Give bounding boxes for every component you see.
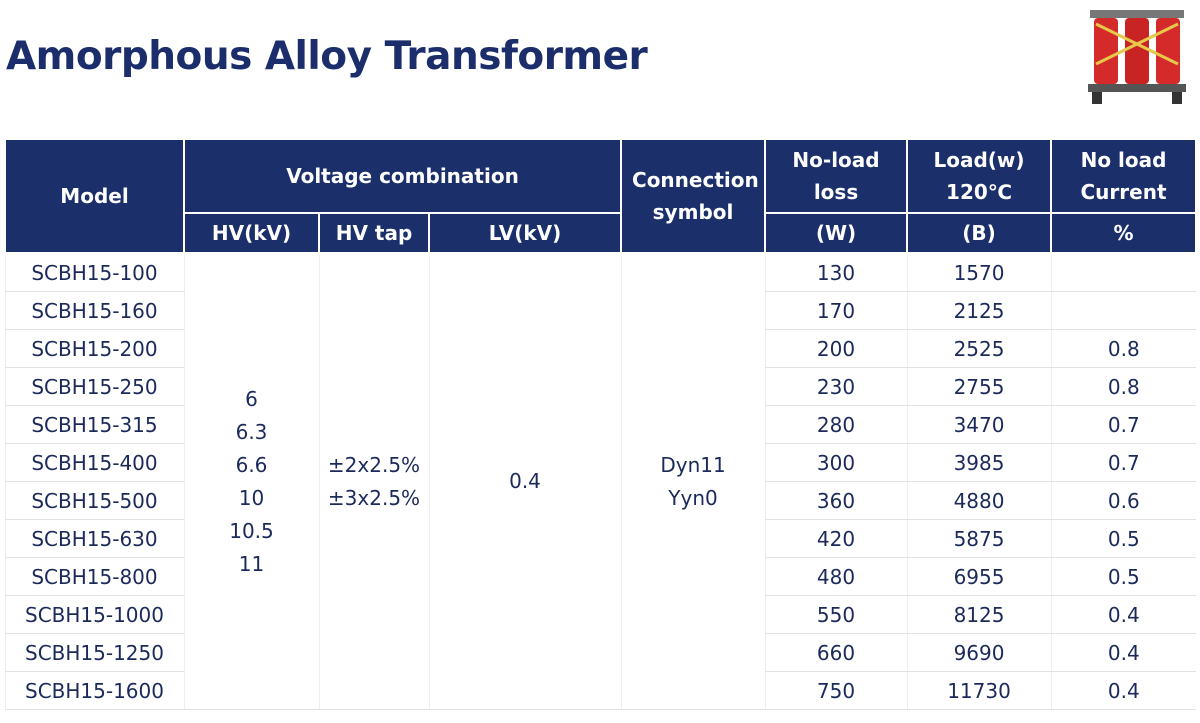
cell-line: ±2x2.5% <box>327 452 421 477</box>
table-row: SCBH15-400 300 3985 0.7 <box>4 443 1197 482</box>
cell: 8125 <box>906 595 1052 634</box>
merged-cell: ±2x2.5% ±3x2.5% <box>318 253 429 710</box>
header-cell: Load(w) 120℃ <box>906 138 1053 214</box>
table-row: SCBH15-160 170 2125 <box>4 291 1197 330</box>
cell: 750 <box>764 671 908 710</box>
cell: SCBH15-400 <box>4 443 184 482</box>
cell <box>1050 291 1197 330</box>
cell: 230 <box>764 367 908 406</box>
cell: 11730 <box>906 671 1052 710</box>
cell: 660 <box>764 633 908 672</box>
table-row: SCBH15-500 360 4880 0.6 <box>4 481 1197 520</box>
cell: 2125 <box>906 291 1052 330</box>
cell: 1570 <box>906 253 1052 292</box>
cell: 2525 <box>906 329 1052 368</box>
header-cell: Connection symbol <box>620 138 767 254</box>
table-row: SCBH15-200 200 2525 0.8 <box>4 329 1197 368</box>
cell: 0.7 <box>1050 405 1197 444</box>
header-cell: HV(kV) <box>183 212 320 254</box>
cell-line: ±3x2.5% <box>327 485 421 510</box>
cell-line: Dyn11 <box>660 452 726 477</box>
cell: 0.4 <box>1050 595 1197 634</box>
cell: SCBH15-630 <box>4 519 184 558</box>
cell: SCBH15-1000 <box>4 595 184 634</box>
cell <box>1050 253 1197 292</box>
cell: 550 <box>764 595 908 634</box>
cell-line: 11 <box>238 551 265 576</box>
cell: 360 <box>764 481 908 520</box>
cell: 9690 <box>906 633 1052 672</box>
table-row: SCBH15-1000 550 8125 0.4 <box>4 595 1197 634</box>
cell: 420 <box>764 519 908 558</box>
header-cell: No-load loss <box>764 138 909 214</box>
table-row: SCBH15-1600 750 11730 0.4 <box>4 671 1197 710</box>
table-row: SCBH15-250 230 2755 0.8 <box>4 367 1197 406</box>
cell: 5875 <box>906 519 1052 558</box>
transformer-image <box>1088 10 1186 104</box>
merged-cell: 0.4 <box>428 253 622 710</box>
cell: 6955 <box>906 557 1052 596</box>
header-cell: (B) <box>906 212 1053 254</box>
cell: SCBH15-100 <box>4 253 184 292</box>
cell: 0.8 <box>1050 329 1197 368</box>
header-cell: % <box>1050 212 1198 254</box>
cell: 170 <box>764 291 908 330</box>
cell: 130 <box>764 253 908 292</box>
header-cell: LV(kV) <box>427 212 623 254</box>
cell: SCBH15-250 <box>4 367 184 406</box>
table-row: SCBH15-800 480 6955 0.5 <box>4 557 1197 596</box>
header-cell: Voltage combination <box>182 138 623 214</box>
cell: SCBH15-200 <box>4 329 184 368</box>
cell: 3985 <box>906 443 1052 482</box>
cell: 3470 <box>906 405 1052 444</box>
table-body: SCBH15-100 6 6.3 6.6 10 10.5 11 ±2x2.5% ±3x2.5% 0… <box>4 253 1197 710</box>
cell: 0.5 <box>1050 519 1197 558</box>
table-row: SCBH15-630 420 5875 0.5 <box>4 519 1197 558</box>
header-cell: Model <box>4 138 185 254</box>
cell: 0.5 <box>1050 557 1197 596</box>
cell-line: 0.4 <box>509 469 541 493</box>
cell: SCBH15-160 <box>4 291 184 330</box>
cell: 300 <box>764 443 908 482</box>
cell-line: 10 <box>238 485 265 510</box>
spec-table: Model Voltage combination Connection sym… <box>4 138 1198 710</box>
merged-cell: 6 6.3 6.6 10 10.5 11 <box>183 253 319 710</box>
table-row: SCBH15-100 6 6.3 6.6 10 10.5 11 ±2x2.5% ±3x2.5% 0… <box>4 253 1197 710</box>
cell-line: 6.6 <box>235 452 268 477</box>
cell: SCBH15-315 <box>4 405 184 444</box>
cell: SCBH15-800 <box>4 557 184 596</box>
cell: 0.4 <box>1050 671 1197 710</box>
cell-line: 10.5 <box>229 518 274 543</box>
cell: 2755 <box>906 367 1052 406</box>
cell: 0.8 <box>1050 367 1197 406</box>
cell: 0.6 <box>1050 481 1197 520</box>
cell: 0.7 <box>1050 443 1197 482</box>
title: Amorphous Alloy Transformer <box>6 34 648 79</box>
cell: SCBH15-500 <box>4 481 184 520</box>
cell-line: 6.3 <box>235 419 268 444</box>
cell: 0.4 <box>1050 633 1197 672</box>
merged-cell: Dyn11 Yyn0 <box>620 253 766 710</box>
header-cell: No load Current <box>1050 138 1198 214</box>
header-cell: (W) <box>764 212 909 254</box>
header-cell: HV tap <box>318 212 430 254</box>
table-row: SCBH15-1250 660 9690 0.4 <box>4 633 1197 672</box>
cell-line: Yyn0 <box>668 485 718 510</box>
cell: 4880 <box>906 481 1052 520</box>
cell-line: 6 <box>245 386 258 411</box>
cell: SCBH15-1250 <box>4 633 184 672</box>
cell: 280 <box>764 405 908 444</box>
cell: SCBH15-1600 <box>4 671 184 710</box>
cell: 480 <box>764 557 908 596</box>
cell: 200 <box>764 329 908 368</box>
table-row: SCBH15-315 280 3470 0.7 <box>4 405 1197 444</box>
